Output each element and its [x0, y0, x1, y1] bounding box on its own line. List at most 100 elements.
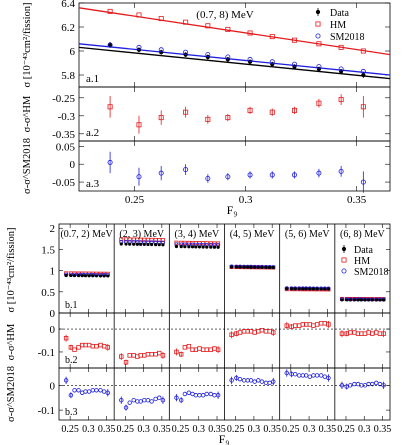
point-hm — [68, 345, 74, 350]
point-data — [91, 274, 95, 278]
point-data — [187, 245, 191, 249]
point-hm — [208, 347, 214, 352]
point-sm — [138, 399, 143, 404]
y-tick-label: -0.1 — [38, 405, 55, 417]
y-tick-label: 0 — [50, 380, 56, 392]
fit-line-data — [78, 46, 391, 80]
point-sm — [83, 389, 88, 394]
point-data — [374, 298, 378, 302]
legend-marker-data — [315, 9, 321, 15]
point-hm — [247, 107, 253, 113]
point-data — [183, 245, 187, 249]
point-data — [293, 287, 297, 291]
point-hm — [94, 344, 99, 349]
y-axis-label-a3: σ-σ^SM2018 — [22, 138, 33, 194]
y-axis-label-b2: σ-σ^HM — [6, 323, 17, 360]
legend-marker-sm — [315, 33, 321, 39]
point-data — [150, 242, 154, 247]
point-sm — [271, 379, 276, 384]
point-data — [230, 265, 234, 269]
point-sm — [225, 174, 231, 180]
point-data — [197, 245, 202, 249]
point-hm — [326, 322, 331, 327]
panel-label-a3: a.3 — [86, 178, 100, 190]
point-hm — [183, 19, 189, 25]
point-hm — [63, 336, 69, 341]
point-hm — [307, 322, 313, 327]
point-sm — [94, 388, 99, 393]
point-sm — [107, 42, 113, 48]
point-data — [289, 287, 294, 291]
point-hm — [201, 241, 206, 246]
point-sm — [153, 396, 158, 402]
point-hm — [131, 353, 136, 358]
legend-label-sm: SM2018 — [354, 267, 388, 278]
point-hm — [86, 342, 92, 348]
point-data — [139, 242, 143, 246]
point-hm — [179, 240, 184, 245]
point-data — [87, 274, 91, 278]
y-axis-label-a1: σ [10⁻⁴³cm²/fission] — [22, 2, 33, 87]
point-hm — [370, 331, 375, 336]
point-hm — [119, 354, 124, 359]
point-sm — [256, 378, 261, 383]
point-hm — [149, 352, 154, 357]
x-tick-label: 0.25 — [125, 194, 145, 206]
point-hm — [377, 331, 383, 336]
point-hm — [127, 237, 132, 242]
point-data — [246, 265, 250, 269]
point-data — [308, 287, 312, 291]
point-data — [271, 265, 275, 270]
point-data — [345, 298, 349, 302]
point-sm — [68, 393, 74, 398]
point-hm — [247, 30, 253, 36]
legend-label-hm: HM — [330, 20, 346, 31]
y-tick-label: -0.35 — [52, 129, 75, 141]
x-tick-label: 0.35 — [153, 424, 171, 435]
point-hm — [271, 330, 276, 335]
point-sm — [307, 374, 313, 379]
point-sm — [374, 380, 379, 386]
point-data — [201, 245, 205, 249]
point-data — [94, 274, 99, 278]
point-hm — [107, 104, 113, 110]
point-data — [146, 242, 150, 247]
point-sm — [344, 384, 349, 389]
x-tick-label: 0.3 — [82, 424, 95, 435]
point-data — [76, 274, 81, 278]
point-sm — [72, 388, 77, 393]
point-sm — [338, 168, 344, 174]
point-hm — [183, 109, 189, 115]
point-sm — [157, 395, 162, 400]
point-hm — [225, 115, 231, 121]
point-hm — [338, 44, 344, 50]
point-data — [102, 274, 106, 278]
point-data — [190, 245, 195, 249]
point-data — [301, 287, 305, 291]
point-data — [128, 242, 132, 246]
point-hm — [225, 26, 231, 32]
point-hm — [269, 109, 275, 115]
point-sm — [267, 380, 272, 386]
x-tick-label: 0.25 — [61, 424, 79, 435]
point-hm — [256, 329, 261, 334]
point-sm — [123, 405, 129, 410]
point-data — [72, 273, 77, 278]
point-data — [238, 265, 242, 269]
point-sm — [182, 391, 188, 397]
point-data — [297, 287, 301, 291]
point-data — [69, 273, 73, 278]
point-hm — [174, 240, 179, 245]
panel-label-b3: b.3 — [65, 407, 78, 418]
point-data — [260, 265, 264, 269]
point-data — [268, 265, 272, 270]
point-sm — [158, 170, 164, 176]
y-tick-label: 1.5 — [41, 244, 55, 256]
point-hm — [138, 237, 143, 242]
bin-title: (0.7, 2) MeV — [60, 229, 113, 240]
point-data — [359, 298, 363, 302]
point-sm — [158, 47, 164, 53]
panel-label-b1: b.1 — [65, 300, 78, 311]
point-data — [356, 298, 360, 302]
point-data — [108, 42, 113, 48]
